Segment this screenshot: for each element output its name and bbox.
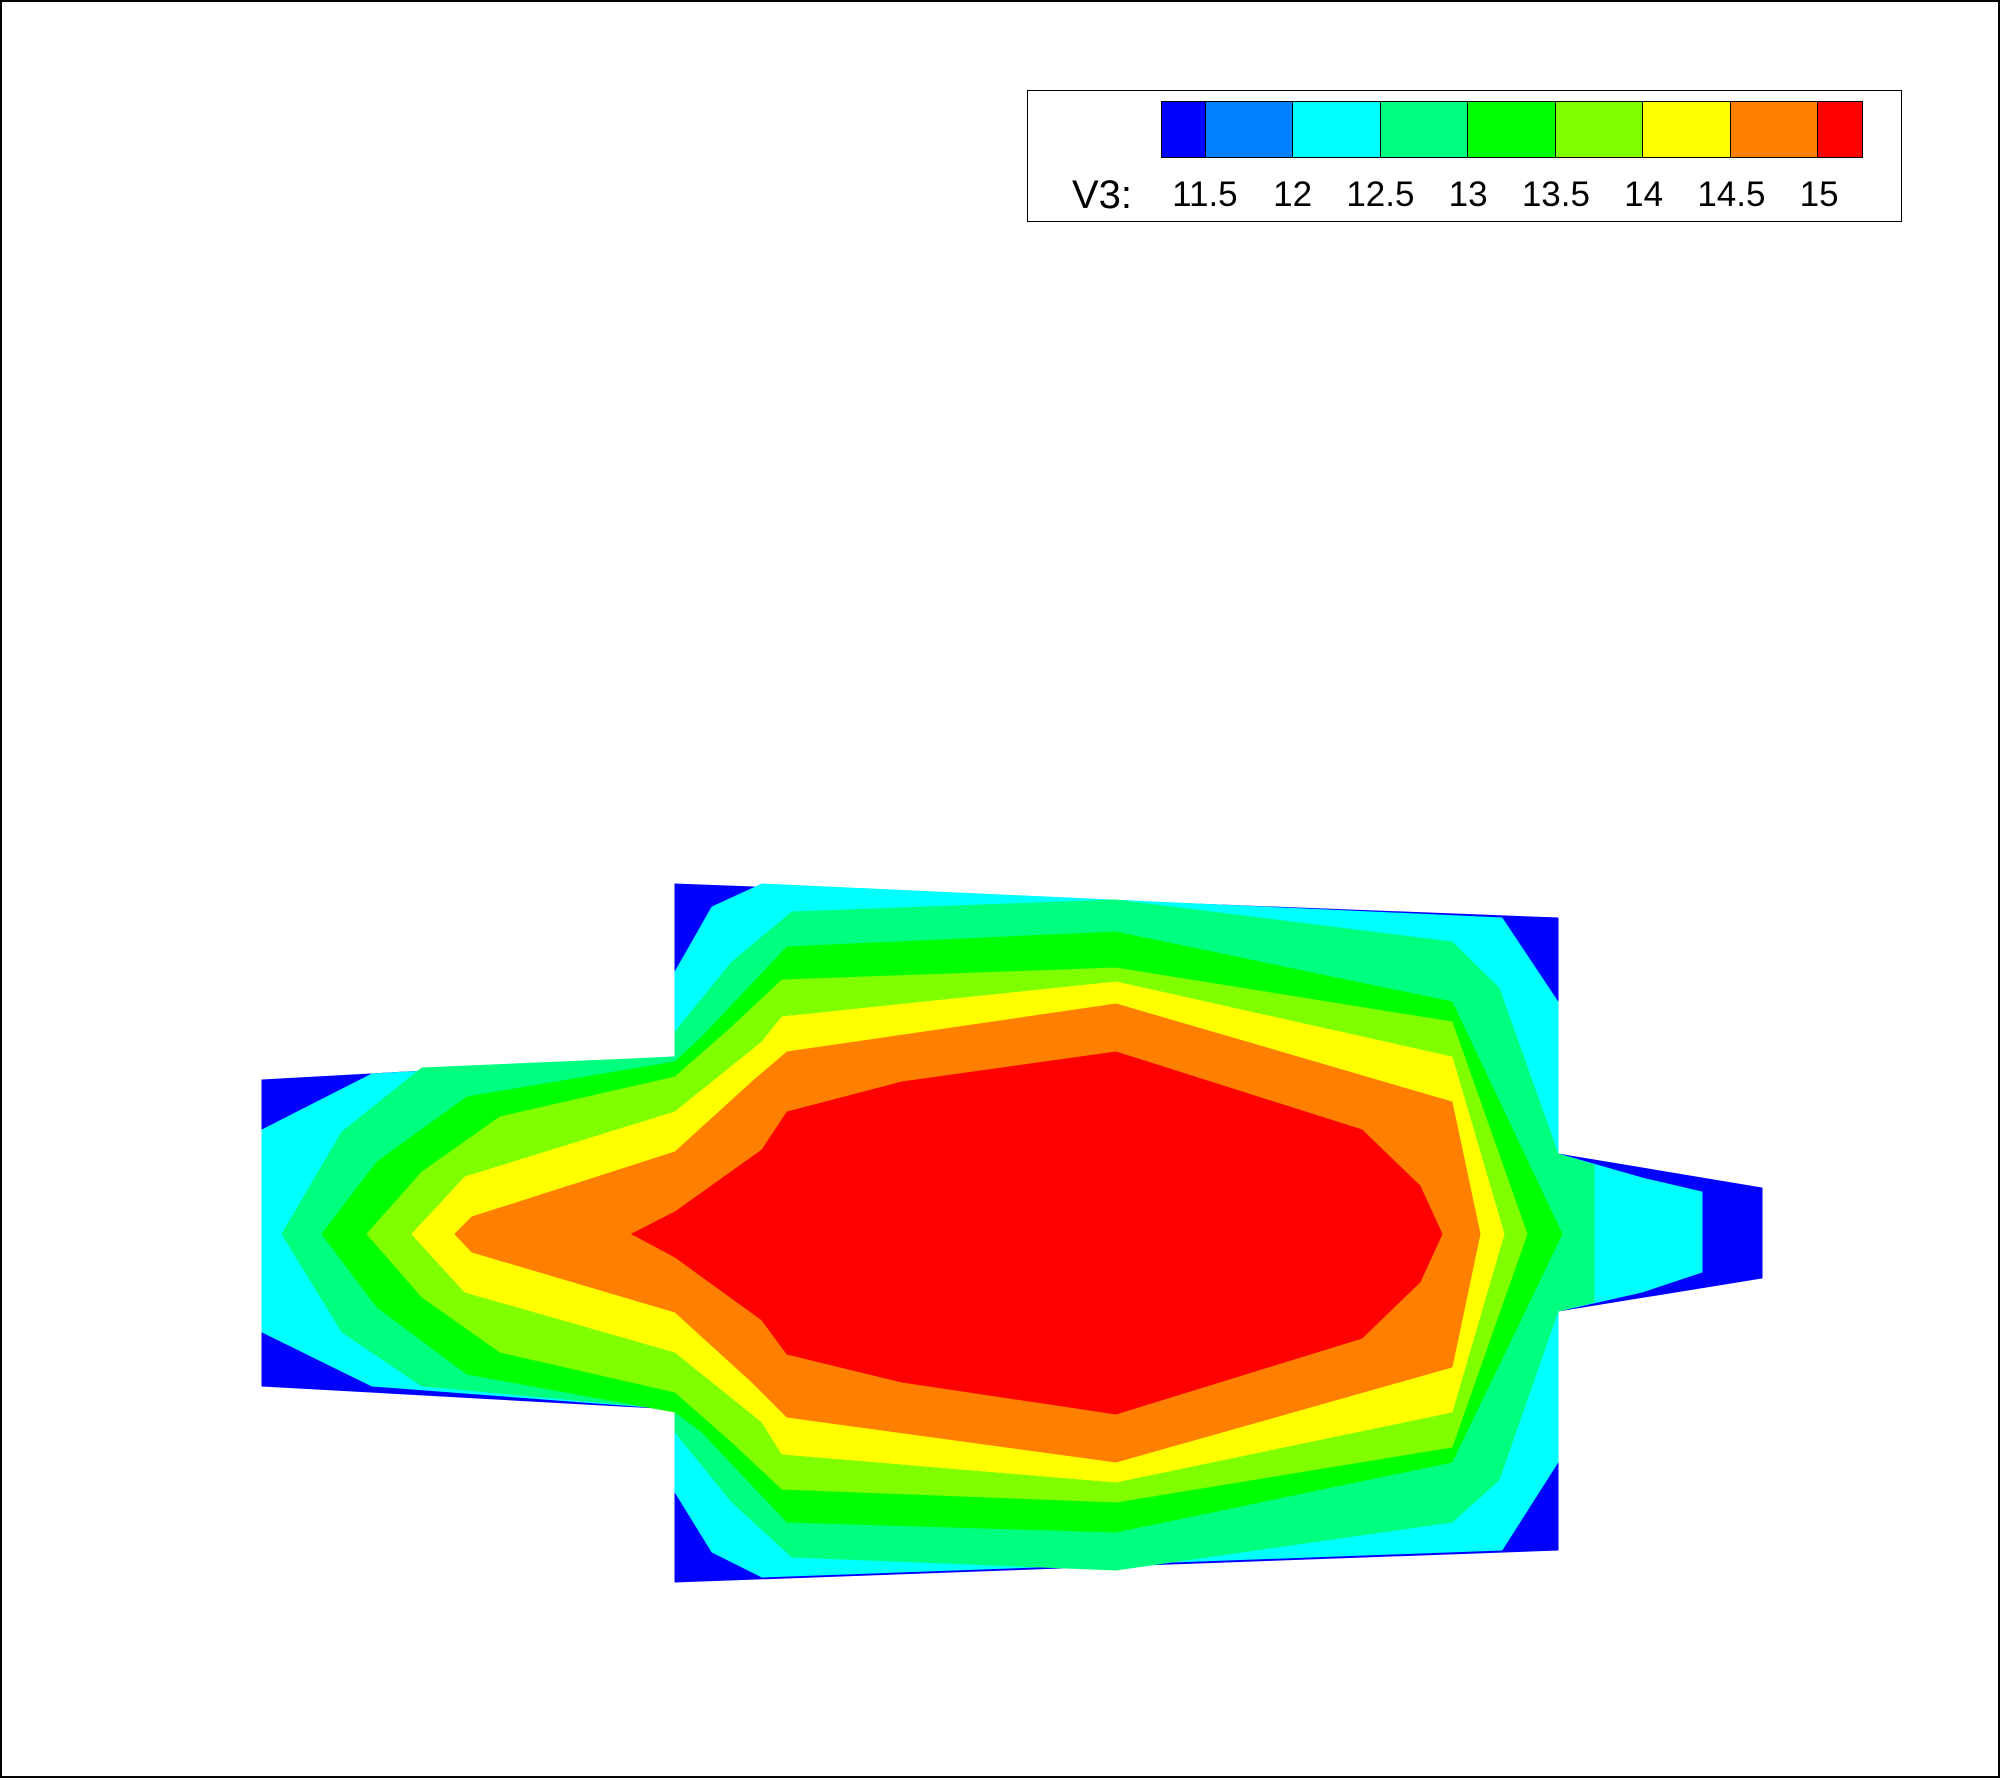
legend-swatch [1162,102,1206,157]
contour-bands [261,883,1763,1583]
legend-swatch [1555,102,1644,157]
contour-band-15-5 [630,1051,1443,1415]
legend-tick-label: 13.5 [1521,175,1590,214]
legend-swatch [1205,102,1294,157]
legend-swatch [1380,102,1469,157]
legend-tick-label: 15 [1799,175,1839,214]
legend-tick-label: 12 [1273,175,1313,214]
legend: V3: 11.5 12 12.5 13 13.5 14 14.5 15 [1027,90,1902,222]
legend-swatch [1468,102,1556,157]
legend-title: V3: [1072,173,1133,217]
legend-swatch [1293,102,1381,157]
legend-colorbar [1161,101,1863,158]
legend-swatch [1643,102,1731,157]
legend-tick-label: 12.5 [1346,175,1415,214]
legend-tick-label: 14 [1624,175,1664,214]
legend-tick-label: 11.5 [1172,175,1238,214]
legend-tick-label: 14.5 [1697,175,1766,214]
legend-swatch [1818,102,1862,157]
legend-swatch [1730,102,1819,157]
legend-tick-label: 13 [1448,175,1488,214]
